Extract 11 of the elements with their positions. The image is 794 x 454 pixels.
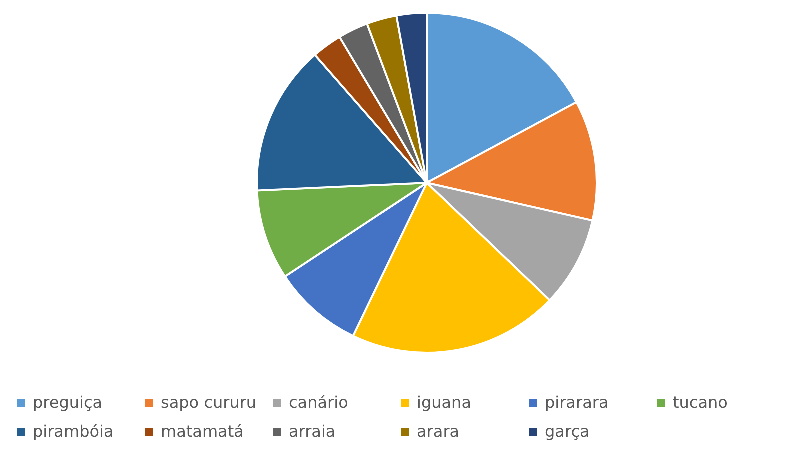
legend-label: garça xyxy=(545,422,590,441)
legend-label: iguana xyxy=(417,393,472,412)
legend-label: pirambóia xyxy=(33,422,114,441)
legend-label: preguiça xyxy=(33,393,103,412)
legend-label: tucano xyxy=(673,393,728,412)
legend-label: canário xyxy=(289,393,348,412)
legend-label: sapo cururu xyxy=(161,393,257,412)
legend-label: pirarara xyxy=(545,393,609,412)
legend-label: arraia xyxy=(289,422,336,441)
legend-label: matamatá xyxy=(161,422,244,441)
legend-label: arara xyxy=(417,422,460,441)
